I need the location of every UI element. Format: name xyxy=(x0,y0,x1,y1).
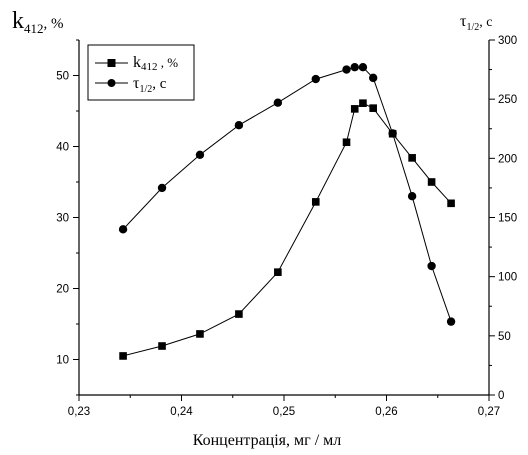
data-point-square xyxy=(408,154,416,162)
data-point-square xyxy=(196,330,204,338)
y-left-tick-label: 20 xyxy=(56,284,69,296)
legend-k412-main: k xyxy=(133,54,141,71)
ticks: 0,23 0,24 0,25 0,26 0,27 10 20 30 40 50 0 50 100 150 2… xyxy=(56,35,517,418)
data-point-circle xyxy=(427,261,436,271)
y-right-tick-label: 0 xyxy=(498,390,504,402)
y-right-tick-label: 150 xyxy=(498,213,517,225)
legend-k412-suffix: , % xyxy=(158,55,179,70)
data-point-square xyxy=(369,104,377,112)
data-point-circle xyxy=(368,73,378,83)
series-k412 xyxy=(119,99,455,360)
y-left-tick-label: 30 xyxy=(56,213,69,225)
data-point-square xyxy=(158,342,166,350)
data-point-circle xyxy=(195,150,205,159)
y-axis-right-title-suffix: , c xyxy=(479,15,492,30)
data-point-circle xyxy=(358,63,368,72)
x-tick-label: 0,27 xyxy=(478,406,500,418)
series-k412-line xyxy=(122,102,452,357)
data-point-circle xyxy=(234,121,244,130)
y-axis-left-title-sub: 412 xyxy=(24,21,44,36)
legend-tau-sub: 1/2 xyxy=(139,84,152,95)
y-right-tick-label: 250 xyxy=(498,94,517,106)
data-point-square xyxy=(274,268,282,276)
y-axis-left-title-main: k xyxy=(12,8,24,34)
legend-tau-main: τ xyxy=(133,75,140,92)
x-axis-title: Концентрація, мг / мл xyxy=(193,432,342,449)
y-axis-left-title: k412, % xyxy=(12,8,64,36)
x-tick-label: 0,24 xyxy=(170,406,193,418)
x-tick-label: 0,26 xyxy=(375,406,397,418)
y-left-tick-label: 40 xyxy=(56,142,69,154)
legend: k412 , % τ1/2, c xyxy=(87,44,195,101)
data-point-circle xyxy=(118,225,128,234)
data-point-circle xyxy=(446,317,456,326)
data-point-square xyxy=(359,99,367,107)
y-right-tick-label: 200 xyxy=(498,153,517,165)
series-tau-line xyxy=(122,66,452,322)
legend-box xyxy=(87,44,195,101)
y-left-tick-label: 50 xyxy=(56,71,69,83)
y-axis-right-title-sub: 1/2 xyxy=(466,22,479,33)
legend-marker-circle xyxy=(107,79,116,87)
x-tick-label: 0,23 xyxy=(68,406,90,418)
data-point-circle xyxy=(407,192,417,201)
data-point-square xyxy=(235,310,243,318)
data-point-circle xyxy=(311,74,320,84)
legend-label-k412: k412 , % xyxy=(133,54,178,73)
y-axis-right-title-main: τ xyxy=(460,13,467,30)
legend-k412-sub: 412 xyxy=(141,61,158,73)
data-point-circle xyxy=(342,65,351,74)
y-right-tick-label: 300 xyxy=(498,35,517,47)
legend-tau-suffix: , c xyxy=(152,76,167,92)
data-point-square xyxy=(447,199,455,208)
data-point-square xyxy=(119,352,127,360)
y-left-tick-label: 10 xyxy=(56,355,69,367)
data-point-circle xyxy=(157,183,167,193)
y-right-tick-label: 50 xyxy=(498,331,511,343)
data-point-circle xyxy=(388,129,397,138)
data-point-square xyxy=(427,178,436,186)
legend-label-tau: τ1/2, c xyxy=(133,75,167,95)
y-right-tick-label: 100 xyxy=(498,272,517,284)
y-axis-right-title: τ1/2, c xyxy=(460,13,492,33)
data-point-square xyxy=(342,138,351,147)
data-point-square xyxy=(311,198,320,206)
series-layer xyxy=(118,63,456,360)
data-point-square xyxy=(350,105,359,113)
x-tick-label: 0,25 xyxy=(273,406,295,418)
data-point-circle xyxy=(273,98,283,107)
data-point-circle xyxy=(350,63,359,72)
y-axis-left-title-suffix: , % xyxy=(44,16,64,32)
legend-marker-square xyxy=(107,59,116,67)
series-tau xyxy=(118,63,456,326)
